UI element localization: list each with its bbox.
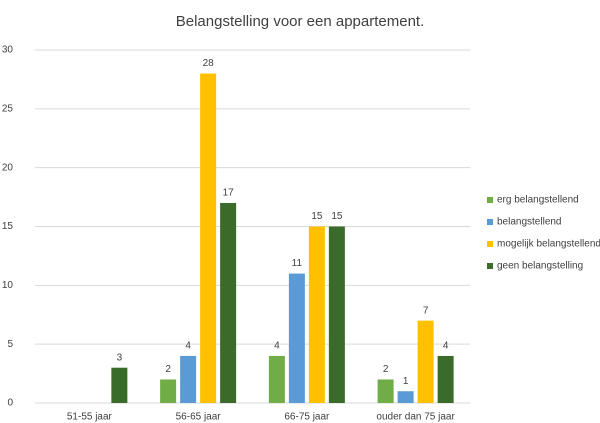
data-label: 28 xyxy=(203,58,215,69)
data-label: 3 xyxy=(117,352,123,363)
y-tick-label: 15 xyxy=(2,221,14,232)
data-label: 4 xyxy=(443,341,449,352)
data-label: 2 xyxy=(383,364,389,375)
y-tick-label: 30 xyxy=(2,45,14,56)
data-label: 1 xyxy=(403,376,409,387)
legend-label: erg belangstellend xyxy=(497,195,579,206)
legend-swatch xyxy=(487,219,493,225)
y-tick-label: 0 xyxy=(7,398,13,409)
legend-swatch xyxy=(487,197,493,203)
data-label: 11 xyxy=(292,258,303,269)
data-label: 4 xyxy=(274,341,280,352)
bar xyxy=(180,355,197,403)
bar xyxy=(111,367,128,403)
data-label: 7 xyxy=(423,305,429,316)
bar xyxy=(308,226,325,403)
bar xyxy=(288,273,305,403)
legend-label: geen belangstelling xyxy=(497,261,583,272)
bar xyxy=(220,202,237,403)
x-tick-label: 56-65 jaar xyxy=(176,412,222,423)
chart-title: Belangstelling voor een appartement. xyxy=(176,13,425,30)
y-tick-label: 25 xyxy=(2,103,14,114)
x-tick-label: ouder dan 75 jaar xyxy=(376,412,455,423)
data-label: 2 xyxy=(165,364,171,375)
y-tick-label: 20 xyxy=(2,162,14,173)
legend-label: belangstellend xyxy=(497,217,562,228)
y-tick-label: 10 xyxy=(2,280,14,291)
bar xyxy=(437,355,454,403)
data-label: 4 xyxy=(185,341,191,352)
legend-swatch xyxy=(487,263,493,269)
bar xyxy=(377,379,394,403)
bar xyxy=(268,355,285,403)
data-label: 15 xyxy=(331,211,343,222)
legend-swatch xyxy=(487,241,493,247)
x-tick-label: 51-55 jaar xyxy=(67,412,113,423)
bar xyxy=(417,320,434,403)
y-tick-label: 5 xyxy=(7,339,13,350)
data-label: 15 xyxy=(311,211,323,222)
bar xyxy=(200,73,217,404)
x-tick-label: 66-75 jaar xyxy=(284,412,330,423)
bar xyxy=(397,391,414,403)
bar xyxy=(160,379,177,403)
bar xyxy=(328,226,345,403)
data-label: 17 xyxy=(223,188,235,199)
legend-label: mogelijk belangstellend xyxy=(497,239,600,250)
